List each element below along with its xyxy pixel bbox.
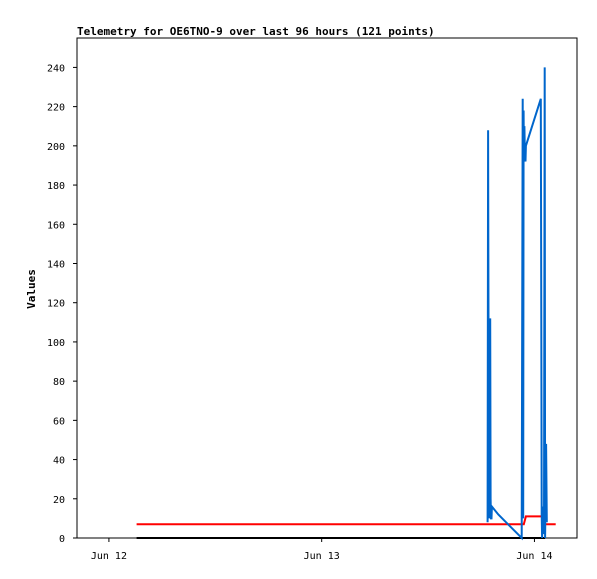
y-tick-label-0: 0 [59, 534, 65, 545]
y-tick-label-240: 240 [47, 63, 65, 74]
y-tick-label-180: 180 [47, 181, 65, 192]
y-tick-label-80: 80 [53, 377, 65, 388]
y-tick-label-20: 20 [53, 495, 65, 506]
series-line-2 [486, 67, 548, 541]
y-tick-label-120: 120 [47, 299, 65, 310]
plot-frame [76, 37, 578, 539]
y-tick-label-160: 160 [47, 220, 65, 231]
x-tick-label-1: Jun 13 [304, 551, 340, 562]
y-tick-label-100: 100 [47, 338, 65, 349]
y-tick-label-40: 40 [53, 456, 65, 467]
y-tick-label-60: 60 [53, 416, 65, 427]
y-tick-label-220: 220 [47, 103, 65, 114]
y-axis: 0 20 40 60 80 100 120 140 160 180 200 220 240 [47, 63, 77, 545]
series-layer [136, 67, 556, 541]
chart-title: Telemetry for OE6TNO-9 over last 96 hour… [77, 25, 435, 38]
x-axis: Jun 12 Jun 13 Jun 14 [91, 538, 553, 562]
y-axis-label: Values [25, 269, 38, 309]
y-tick-label-200: 200 [47, 142, 65, 153]
x-tick-label-0: Jun 12 [91, 551, 127, 562]
x-tick-label-2: Jun 14 [516, 551, 552, 562]
y-tick-label-140: 140 [47, 259, 65, 270]
